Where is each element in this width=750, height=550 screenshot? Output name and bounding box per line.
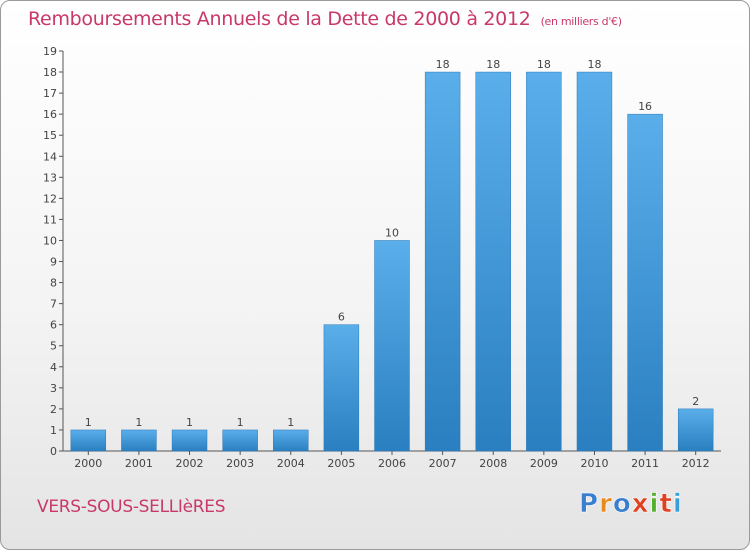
chart-title-text: Remboursements Annuels de la Dette de 20… (28, 8, 531, 30)
bar (526, 71, 562, 452)
proxiti-logo: Proxiti (579, 489, 683, 520)
y-tick-label: 7 (50, 298, 57, 311)
y-tick-label: 4 (50, 361, 57, 374)
bar-value-label: 6 (338, 311, 345, 324)
y-tick-label: 6 (50, 319, 57, 332)
bar (475, 71, 511, 452)
y-tick-label: 13 (43, 171, 57, 184)
x-tick-label: 2011 (631, 457, 659, 470)
x-tick-label: 2000 (74, 457, 102, 470)
x-tick-label: 2003 (226, 457, 254, 470)
bar-value-label: 18 (537, 58, 551, 71)
y-tick-label: 9 (50, 256, 57, 269)
x-tick-label: 2008 (479, 457, 507, 470)
y-tick-label: 12 (43, 192, 57, 205)
x-tick-label: 2001 (125, 457, 153, 470)
bar-value-label: 18 (436, 58, 450, 71)
x-tick-label: 2012 (682, 457, 710, 470)
y-tick-label: 1 (50, 424, 57, 437)
y-tick-label: 19 (43, 45, 57, 58)
bar-value-label: 1 (135, 416, 142, 429)
bar (222, 429, 258, 452)
bar (677, 408, 714, 452)
bar-value-label: 1 (237, 416, 244, 429)
y-tick-label: 8 (50, 277, 57, 290)
bar (323, 324, 360, 452)
bar (70, 429, 107, 452)
bar-value-label: 1 (186, 416, 193, 429)
x-tick-label: 2004 (277, 457, 305, 470)
bar (424, 71, 461, 452)
bar (121, 429, 157, 452)
bar-value-label: 1 (85, 416, 92, 429)
bar-value-label: 18 (587, 58, 601, 71)
logo-letter: t (659, 489, 673, 520)
y-tick-label: 0 (50, 445, 57, 458)
logo-letter: P (579, 489, 600, 520)
bar (374, 240, 410, 452)
y-tick-label: 11 (43, 213, 57, 226)
y-tick-label: 15 (43, 129, 57, 142)
x-tick-label: 2009 (530, 457, 558, 470)
bar-value-label: 2 (692, 395, 699, 408)
logo-letter: o (612, 489, 632, 520)
y-tick-label: 5 (50, 340, 57, 353)
chart-title: Remboursements Annuels de la Dette de 20… (28, 8, 622, 30)
x-tick-label: 2010 (580, 457, 608, 470)
y-tick-label: 18 (43, 66, 57, 79)
bar (627, 113, 663, 452)
commune-name: VERS-SOUS-SELLIèRES (37, 497, 226, 517)
y-tick-label: 16 (43, 108, 57, 121)
bar-value-label: 16 (638, 100, 652, 113)
y-tick-label: 14 (43, 150, 57, 163)
bar-value-label: 1 (287, 416, 294, 429)
x-tick-label: 2007 (429, 457, 457, 470)
x-tick-label: 2005 (327, 457, 355, 470)
bar-value-label: 18 (486, 58, 500, 71)
y-tick-label: 10 (43, 234, 57, 247)
bar (576, 71, 613, 452)
logo-letter: r (599, 489, 613, 520)
bar (171, 429, 208, 452)
y-tick-label: 17 (43, 87, 57, 100)
x-tick-label: 2002 (176, 457, 204, 470)
bar-value-label: 10 (385, 226, 399, 239)
logo-letter: i (672, 489, 683, 520)
bar (273, 429, 309, 452)
y-tick-label: 3 (50, 382, 57, 395)
logo-letter: x (631, 489, 650, 520)
y-tick-label: 2 (50, 403, 57, 416)
logo-letter: i (649, 489, 660, 520)
chart-unit: (en milliers d'€) (540, 15, 622, 28)
x-tick-label: 2006 (378, 457, 406, 470)
